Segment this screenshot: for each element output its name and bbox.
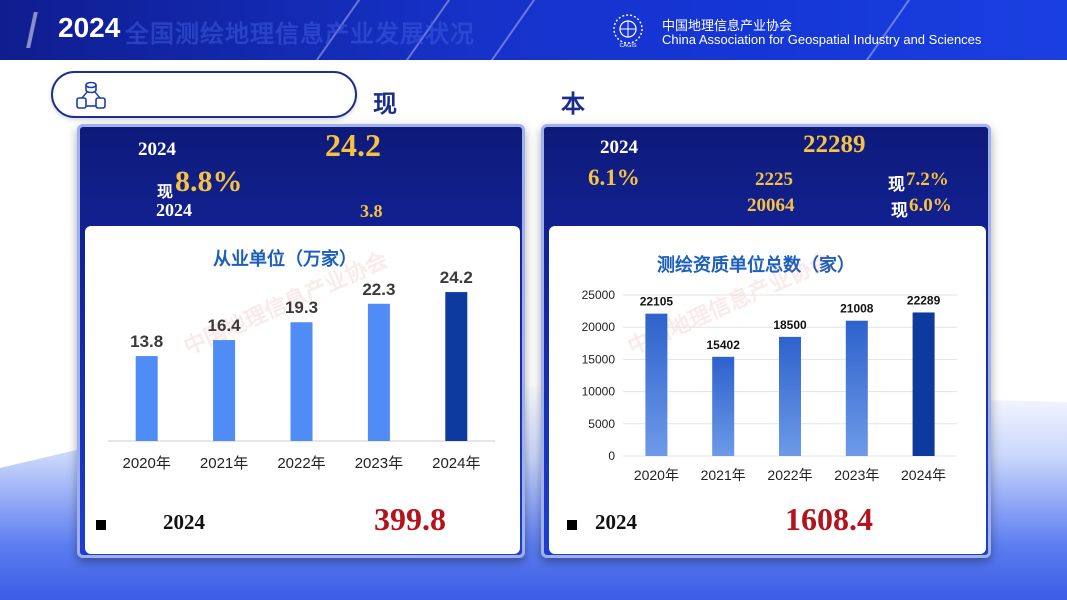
y-tick-label-5: 25000 [582,288,616,302]
association-name-cn: 中国地理信息产业协会 [662,19,793,34]
y-tick-label-2: 10000 [582,385,616,399]
data-label-0: 22105 [640,295,674,309]
section-label-2: 本 [561,89,585,118]
data-label-2: 19.3 [285,298,318,317]
left-bottom-year: 2024 [163,510,205,534]
right-pct-b-prefix: 现 [891,201,908,220]
right-bottom-year: 2024 [595,510,637,534]
left-growth-prefix: 现 [157,184,174,201]
header-bar: 全国测绘地理信息产业发展状况 2024 CAGIS 中国地理信息产业协会 Chi… [0,0,1067,60]
association-logo-icon: CAGIS [613,14,643,49]
association-name-en: China Association for Geospatial Industr… [662,32,982,47]
data-label-4: 22289 [907,293,941,307]
right-pct-b: 6.0% [909,195,952,216]
tick-label-2: 2022年 [767,467,812,483]
right-year-a: 2024 [600,137,638,158]
left-year-a: 2024 [138,139,176,160]
bar-3 [845,320,868,456]
bar-2 [290,322,313,441]
tick-label-4: 2024年 [901,467,946,483]
tick-label-1: 2021年 [200,455,248,472]
header-year: 2024 [58,12,121,43]
data-label-3: 22.3 [362,280,395,299]
right-bar-chart: 0 5000 10000 15000 20000 25000 22105 2020年 15402… [582,288,957,483]
tick-label-4: 2024年 [432,455,480,472]
tick-label-3: 2023年 [834,467,879,483]
left-chart-title: 从业单位（万家） [213,249,357,270]
left-bar-chart: 13.8 2020年 16.4 2021年 19.3 2022年 22.3 2023年 24.2… [108,268,495,472]
bar-1 [712,356,735,456]
right-bottom-value: 1608.4 [785,501,873,537]
data-label-1: 16.4 [208,316,242,335]
left-panel: 2024 24.2 现 8.8% 2024 3.8 从业单位（万家） 中国地理信… [77,124,525,558]
y-tick-label-4: 20000 [582,320,616,334]
right-pct-a: 7.2% [906,169,949,190]
left-chart-card: 从业单位（万家） 中国地理信息产业协会 13.8 2020年 16.4 2021年 19… [85,226,520,554]
bar-1 [213,340,236,441]
left-bullet-icon [96,520,106,530]
left-growth: 8.8% [175,165,243,198]
bar-0 [135,356,158,441]
tick-label-0: 2020年 [123,455,171,472]
right-chart-title: 测绘资质单位总数（家） [657,255,855,276]
bar-2 [779,336,801,456]
right-growth: 6.1% [588,165,640,190]
header-decoration [26,12,56,48]
left-bottom-value: 399.8 [374,501,446,537]
y-tick-label-0: 0 [608,449,615,463]
network-database-icon [76,81,106,109]
section-pill [51,71,357,118]
right-pct-a-prefix: 现 [888,175,905,194]
tick-label-2: 2022年 [277,455,325,472]
left-sub-value: 3.8 [360,201,383,221]
y-tick-label-1: 5000 [588,417,615,431]
right-chart-card: 测绘资质单位总数（家） 中国地理信息产业协会 0 5000 10000 15000 20… [549,226,986,554]
bar-3 [367,303,390,441]
data-label-1: 15402 [707,338,741,352]
tick-label-1: 2021年 [701,467,746,483]
tick-label-0: 2020年 [634,467,679,483]
header-title: 全国测绘地理信息产业发展状况 [125,20,475,48]
data-label-4: 24.2 [440,268,473,287]
left-year-b: 2024 [156,200,192,220]
right-bullet-icon [567,520,577,530]
y-tick-label-3: 15000 [582,352,616,366]
right-val-a: 2225 [755,169,793,190]
right-big-value: 22289 [803,131,866,158]
right-panel: 2024 22289 6.1% 2225 现 7.2% 20064 现 6.0%… [541,124,991,558]
bar-4 [912,312,935,456]
tick-label-3: 2023年 [355,455,403,472]
logo-caption: CAGIS [619,43,636,49]
data-label-0: 13.8 [130,332,163,351]
left-big-value: 24.2 [325,127,381,163]
bar-0 [645,313,668,456]
section-label-1: 现 [373,89,397,118]
data-label-3: 21008 [840,302,874,316]
data-label-2: 18500 [773,318,807,332]
bar-4 [445,292,468,441]
right-val-b: 20064 [747,195,795,216]
